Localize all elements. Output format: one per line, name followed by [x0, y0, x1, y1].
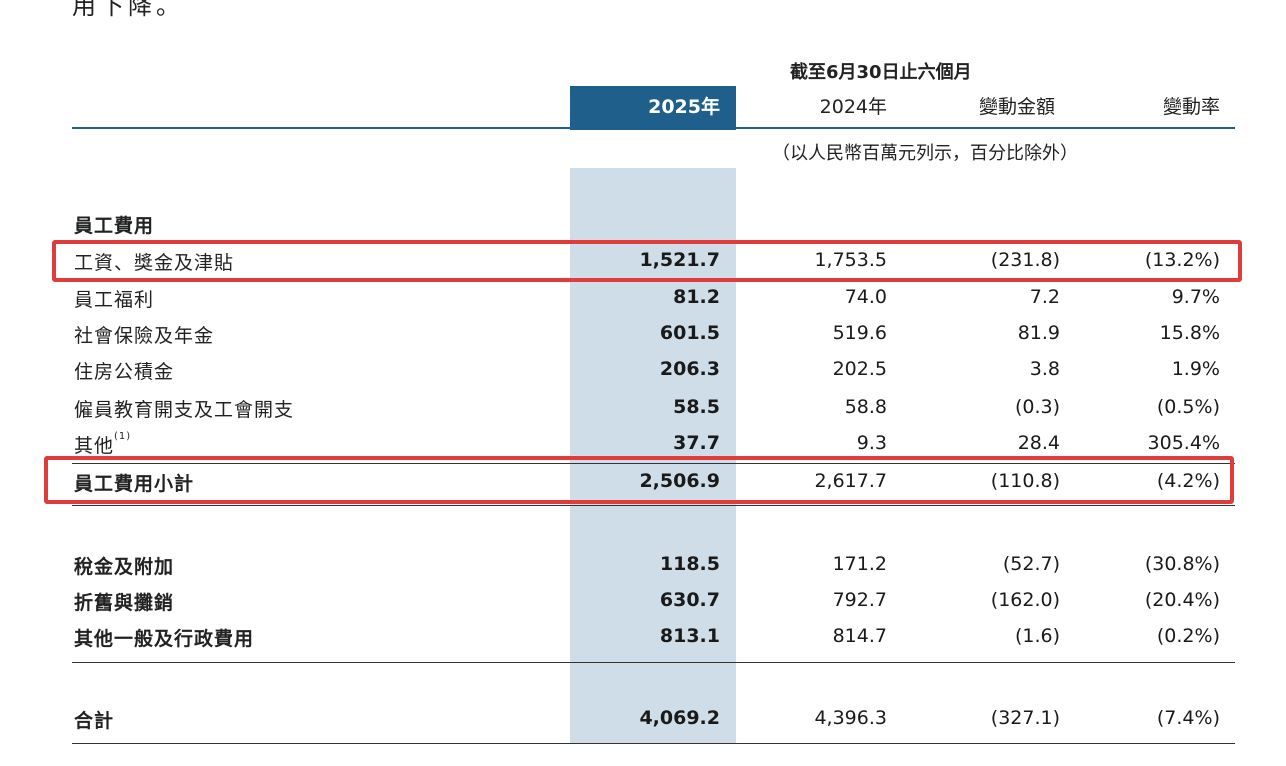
value-2024: 792.7 — [832, 589, 887, 611]
value-rate: (0.2%) — [1156, 625, 1220, 647]
table-row: 其他(1) 37.7 9.3 28.4 305.4% — [0, 429, 1286, 459]
value-2025: 601.5 — [659, 322, 720, 344]
units-note: （以人民幣百萬元列示，百分比除外） — [772, 143, 1078, 164]
value-2024: 74.0 — [844, 286, 887, 308]
value-rate: 305.4% — [1147, 432, 1220, 454]
subtotal-row: 員工費用小計 2,506.9 2,617.7 (110.8) (4.2%) — [0, 467, 1286, 497]
table-row: 工資、獎金及津貼 1,521.7 1,753.5 (231.8) (13.2%) — [0, 246, 1286, 276]
value-rate: 15.8% — [1159, 322, 1220, 344]
total-row: 合計 4,069.2 4,396.3 (327.1) (7.4%) — [0, 704, 1286, 734]
row-label: 僱員教育開支及工會開支 — [74, 399, 295, 421]
value-rate: (30.8%) — [1144, 553, 1220, 575]
col-header-2024: 2024年 — [819, 96, 887, 118]
period-heading: 截至6月30日止六個月 — [790, 62, 972, 83]
value-2024: 2,617.7 — [814, 470, 887, 492]
value-rate: (7.4%) — [1156, 707, 1220, 729]
value-2024: 9.3 — [856, 432, 887, 454]
table-row: 住房公積金 206.3 202.5 3.8 1.9% — [0, 355, 1286, 385]
value-change: (327.1) — [990, 707, 1060, 729]
row-divider — [72, 505, 1235, 506]
table-row: 其他一般及行政費用 813.1 814.7 (1.6) (0.2%) — [0, 622, 1286, 652]
value-rate: (20.4%) — [1144, 589, 1220, 611]
section-heading-row: 員工費用 — [0, 209, 1286, 239]
col-header-change-amount: 變動金額 — [978, 96, 1055, 118]
value-rate: (13.2%) — [1144, 249, 1220, 271]
table-row: 社會保險及年金 601.5 519.6 81.9 15.8% — [0, 319, 1286, 349]
value-2024: 814.7 — [832, 625, 887, 647]
value-change: 3.8 — [1029, 358, 1060, 380]
row-label-text: 其他 — [74, 435, 115, 457]
value-rate: (0.5%) — [1156, 396, 1220, 418]
value-rate: 1.9% — [1171, 358, 1220, 380]
value-2024: 58.8 — [844, 396, 887, 418]
col-header-2025: 2025年 — [648, 96, 720, 118]
row-label: 稅金及附加 — [74, 556, 175, 578]
value-2025: 1,521.7 — [639, 249, 720, 271]
value-rate: (4.2%) — [1156, 470, 1220, 492]
row-label: 折舊與攤銷 — [74, 592, 175, 614]
value-2024: 4,396.3 — [814, 707, 887, 729]
footnote-marker: (1) — [114, 431, 132, 442]
value-2025: 2,506.9 — [639, 470, 720, 492]
value-2024: 519.6 — [832, 322, 887, 344]
value-rate: 9.7% — [1171, 286, 1220, 308]
row-label: 其他一般及行政費用 — [74, 628, 255, 650]
row-label: 員工福利 — [74, 289, 155, 311]
value-2025: 813.1 — [659, 625, 720, 647]
value-change: 7.2 — [1029, 286, 1060, 308]
section-title: 員工費用 — [74, 215, 155, 237]
value-2024: 171.2 — [832, 553, 887, 575]
value-2025: 630.7 — [659, 589, 720, 611]
value-2024: 202.5 — [832, 358, 887, 380]
value-change: 81.9 — [1017, 322, 1060, 344]
col-header-change-rate: 變動率 — [1162, 96, 1220, 118]
highlight-box-wages — [52, 240, 1242, 282]
row-label: 住房公積金 — [74, 361, 175, 383]
value-change: (110.8) — [990, 470, 1060, 492]
value-2025: 58.5 — [673, 396, 720, 418]
value-2025: 4,069.2 — [639, 707, 720, 729]
value-change: (52.7) — [1002, 553, 1060, 575]
row-divider — [72, 662, 1235, 663]
value-2025: 81.2 — [673, 286, 720, 308]
value-change: 28.4 — [1017, 432, 1060, 454]
value-change: (1.6) — [1014, 625, 1060, 647]
value-2025: 118.5 — [659, 553, 720, 575]
current-year-header-cell — [570, 86, 736, 130]
table-row: 稅金及附加 118.5 171.2 (52.7) (30.8%) — [0, 550, 1286, 580]
value-2025: 206.3 — [659, 358, 720, 380]
row-label: 員工費用小計 — [74, 473, 195, 495]
row-label: 其他(1) — [74, 431, 131, 458]
value-2025: 37.7 — [673, 432, 720, 454]
value-change: (162.0) — [990, 589, 1060, 611]
value-2024: 1,753.5 — [814, 249, 887, 271]
row-divider — [72, 743, 1235, 744]
preceding-text-fragment: 用下降。 — [72, 0, 184, 20]
table-row: 僱員教育開支及工會開支 58.5 58.8 (0.3) (0.5%) — [0, 393, 1286, 423]
value-change: (231.8) — [990, 249, 1060, 271]
value-change: (0.3) — [1014, 396, 1060, 418]
table-row: 員工福利 81.2 74.0 7.2 9.7% — [0, 283, 1286, 313]
row-divider — [72, 463, 1235, 464]
table-row: 折舊與攤銷 630.7 792.7 (162.0) (20.4%) — [0, 586, 1286, 616]
header-rule — [72, 127, 1235, 129]
row-label: 社會保險及年金 — [74, 325, 215, 347]
row-label: 工資、獎金及津貼 — [74, 252, 235, 274]
highlight-box-subtotal — [44, 456, 1234, 504]
row-label: 合計 — [74, 710, 115, 732]
